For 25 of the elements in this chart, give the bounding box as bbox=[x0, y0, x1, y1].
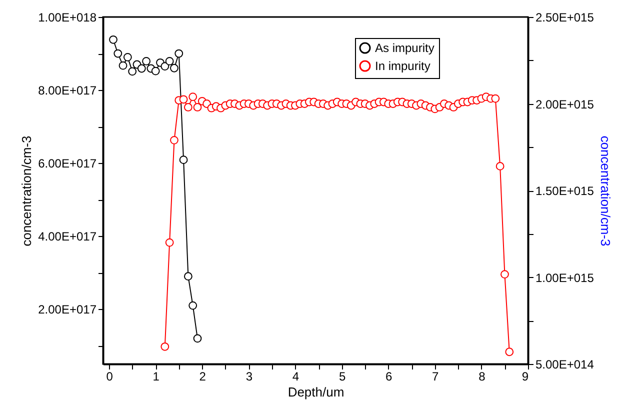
y2-tick-label: 2.00E+015 bbox=[536, 97, 594, 112]
legend-label: As impurity bbox=[375, 41, 434, 55]
x-tick-label: 3 bbox=[246, 370, 253, 384]
x-tick-label: 1 bbox=[152, 370, 160, 384]
y2-tick-label: 1.00E+015 bbox=[536, 270, 594, 285]
x-tick-label: 0 bbox=[106, 370, 114, 384]
x-tick-label: 4 bbox=[292, 370, 300, 384]
x-tick-label: 9 bbox=[522, 370, 529, 384]
y-axis-title: concentration/cm-3 bbox=[19, 136, 34, 246]
y-tick-label: 8.00E+017 bbox=[38, 84, 97, 98]
x-tick-label: 7 bbox=[432, 370, 440, 384]
x-tick-label: 2 bbox=[199, 370, 206, 384]
x-axis-title: Depth/um bbox=[288, 384, 344, 400]
y-tick-label: 6.00E+017 bbox=[38, 156, 97, 171]
y-tick-label: 1.00E+018 bbox=[38, 10, 97, 24]
y2-tick-label: 1.50E+015 bbox=[536, 184, 594, 198]
y-tick-label: 4.00E+017 bbox=[38, 230, 97, 244]
x-tick-label: 8 bbox=[478, 370, 486, 384]
y2-axis-title: concentration/cm-3 bbox=[598, 136, 613, 246]
y2-tick-label: 5.00E+014 bbox=[536, 358, 594, 372]
legend-label: In impurity bbox=[375, 59, 430, 73]
y-tick-label: 2.00E+017 bbox=[38, 302, 97, 317]
x-tick-label: 5 bbox=[338, 370, 346, 384]
x-tick-label: 6 bbox=[386, 370, 393, 384]
y2-tick-label: 2.50E+015 bbox=[536, 10, 594, 24]
